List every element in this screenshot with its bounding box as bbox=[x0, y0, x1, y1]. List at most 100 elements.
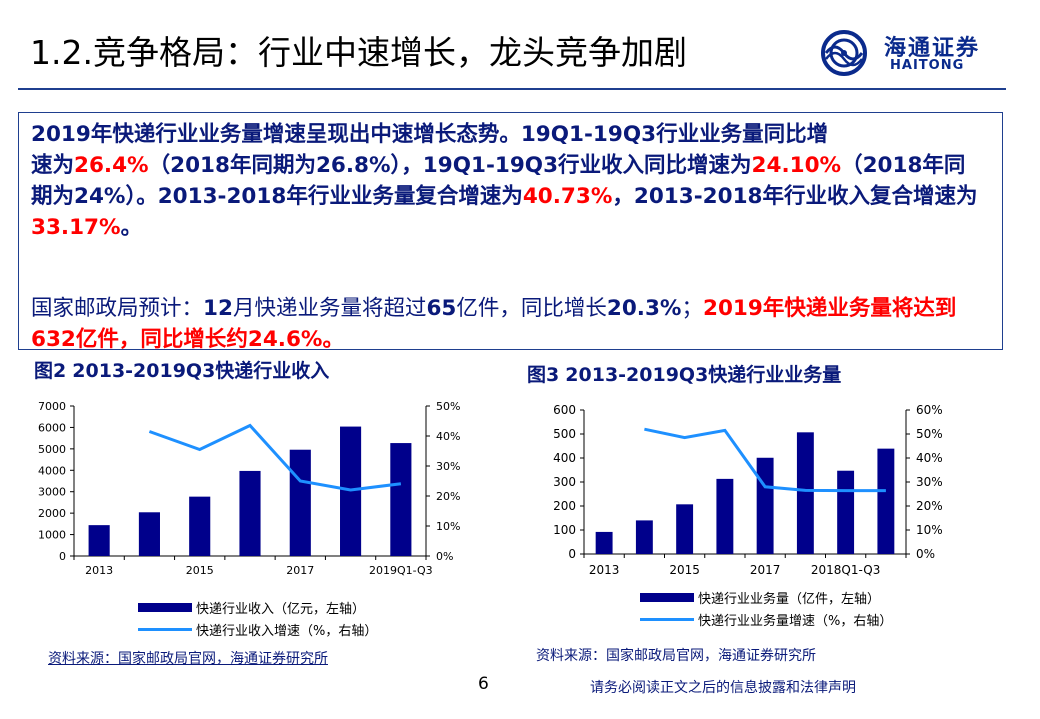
chart2-bar bbox=[716, 479, 733, 554]
chart2-left-tick-label: 100 bbox=[553, 523, 576, 537]
chart1-left-tick-label: 3000 bbox=[38, 486, 66, 499]
chart1-bar bbox=[89, 525, 110, 556]
legend-line-swatch bbox=[138, 628, 192, 631]
chart2-bar bbox=[596, 532, 613, 554]
summary-number: 20.3% bbox=[607, 296, 682, 321]
chart2-right-tick-label: 50% bbox=[916, 427, 943, 441]
chart2-legend-line: 快递行业业务量增速（%，右轴） bbox=[640, 608, 892, 630]
chart2-left-tick-label: 600 bbox=[553, 403, 576, 417]
highlight-value: 40.73% bbox=[523, 184, 613, 209]
chart2-legend-bar: 快递行业业务量（亿件，左轴） bbox=[640, 586, 892, 608]
legend-label: 快递行业收入增速（%，右轴） bbox=[196, 620, 377, 639]
summary-text: （2018年同期为26.8%），19Q1-19Q3行业收入同比增速为 bbox=[149, 153, 752, 178]
legend-label: 快递行业业务量增速（%，右轴） bbox=[698, 610, 892, 629]
chart1-left-tick-label: 4000 bbox=[38, 464, 66, 477]
legend-label: 快递行业收入（亿元，左轴） bbox=[196, 598, 365, 617]
page-number: 6 bbox=[478, 674, 489, 694]
chart1-legend: 快递行业收入（亿元，左轴） 快递行业收入增速（%，右轴） bbox=[138, 596, 377, 640]
chart2-right-tick-label: 20% bbox=[916, 499, 943, 513]
chart2-left-tick-label: 0 bbox=[568, 547, 576, 561]
chart1-right-tick-label: 0% bbox=[436, 550, 453, 563]
chart1-right-tick-label: 20% bbox=[436, 490, 460, 503]
chart1-title-text: 2013-2019Q3快递行业收入 bbox=[72, 360, 329, 382]
chart2-x-tick-label: 2015 bbox=[669, 563, 700, 577]
chart1-left-tick-label: 1000 bbox=[38, 529, 66, 542]
chart2-left-tick-label: 500 bbox=[553, 427, 576, 441]
chart2-left-tick-label: 200 bbox=[553, 499, 576, 513]
chart2-bar bbox=[636, 520, 653, 554]
chart1-bar bbox=[390, 443, 411, 556]
chart2-right-tick-label: 0% bbox=[916, 547, 935, 561]
chart2-left-tick-label: 300 bbox=[553, 475, 576, 489]
chart2-right-tick-label: 30% bbox=[916, 475, 943, 489]
chart1-revenue: 0 1000 2000 3000 4000 5000 6000 7000 0% 10% 20% 30%… bbox=[20, 392, 490, 592]
chart1-right-tick-label: 30% bbox=[436, 460, 460, 473]
haitong-logo: 海通证券 HAITONG bbox=[818, 28, 1008, 78]
summary-number: 12 bbox=[203, 296, 233, 321]
chart1-right-tick-label: 40% bbox=[436, 430, 460, 443]
chart2-bar bbox=[676, 504, 693, 554]
chart1-x-tick-label: 2015 bbox=[186, 564, 214, 577]
chart1-bar bbox=[139, 512, 160, 556]
chart2-bar bbox=[837, 471, 854, 554]
footer-disclaimer: 请务必阅读正文之后的信息披露和法律声明 bbox=[590, 677, 856, 697]
chart2-x-tick-label: 2017 bbox=[750, 563, 781, 577]
chart2-bar bbox=[877, 449, 894, 554]
haitong-emblem-icon bbox=[818, 28, 874, 78]
chart1-left-tick-label: 7000 bbox=[38, 400, 66, 413]
chart2-bar bbox=[797, 432, 814, 554]
chart1-bar bbox=[189, 497, 210, 556]
summary-paragraph-1: 2019年快递行业业务量增速呈现出中速增长态势。19Q1-19Q3行业业务量同比… bbox=[31, 119, 986, 243]
chart2-x-tick-label: 2018Q1-Q3 bbox=[811, 563, 880, 577]
chart1-x-tick-label: 2013 bbox=[85, 564, 113, 577]
chart1-legend-line: 快递行业收入增速（%，右轴） bbox=[138, 618, 377, 640]
summary-text: 国家邮政局预计： bbox=[31, 296, 203, 321]
page-title: 1.2.竞争格局：行业中速增长，龙头竞争加剧 bbox=[30, 26, 687, 74]
summary-box: 2019年快递行业业务量增速呈现出中速增长态势。19Q1-19Q3行业业务量同比… bbox=[18, 112, 1003, 350]
logo-english-text: HAITONG bbox=[890, 58, 964, 73]
chart2-bar bbox=[757, 458, 774, 554]
summary-paragraph-2: 国家邮政局预计：12月快递业务量将超过65亿件，同比增长20.3%；2019年快… bbox=[31, 293, 991, 355]
chart1-source: 资料来源：国家邮政局官网，海通证券研究所 bbox=[48, 648, 328, 668]
chart1-growth-line bbox=[149, 426, 401, 491]
chart1-left-tick-label: 6000 bbox=[38, 421, 66, 434]
chart1-bar bbox=[290, 450, 311, 556]
chart2-title: 图3 2013-2019Q3快递行业业务量 bbox=[527, 360, 841, 387]
chart1-bar bbox=[239, 471, 260, 556]
highlight-value: 33.17% bbox=[31, 215, 121, 240]
summary-text: 亿件，同比增长 bbox=[456, 296, 607, 321]
chart1-title: 图2 2013-2019Q3快递行业收入 bbox=[34, 356, 329, 383]
chart2-x-tick-label: 2013 bbox=[589, 563, 620, 577]
legend-bar-swatch bbox=[138, 603, 192, 612]
legend-bar-swatch bbox=[640, 593, 694, 602]
chart2-source: 资料来源：国家邮政局官网，海通证券研究所 bbox=[536, 645, 816, 665]
chart2-fig-label: 图3 bbox=[527, 364, 559, 386]
header-divider bbox=[18, 88, 1006, 90]
legend-line-swatch bbox=[640, 618, 694, 621]
summary-number: 65 bbox=[426, 296, 456, 321]
chart2-volume: 0 100 200 300 400 500 600 0% 10% 20% 30% 40% 50% 60% 2… bbox=[540, 396, 1010, 586]
chart2-right-tick-label: 40% bbox=[916, 451, 943, 465]
highlight-value: 24.10% bbox=[752, 153, 842, 178]
summary-text: ，2013-2018年行业收入复合增速为 bbox=[612, 184, 977, 209]
summary-text: 速为 bbox=[31, 153, 74, 178]
chart1-left-tick-label: 5000 bbox=[38, 443, 66, 456]
chart2-legend: 快递行业业务量（亿件，左轴） 快递行业业务量增速（%，右轴） bbox=[640, 586, 892, 630]
chart2-right-tick-label: 60% bbox=[916, 403, 943, 417]
chart1-right-tick-label: 10% bbox=[436, 520, 460, 533]
summary-text: ； bbox=[681, 296, 703, 321]
legend-label: 快递行业业务量（亿件，左轴） bbox=[698, 588, 880, 607]
chart1-left-tick-label: 2000 bbox=[38, 507, 66, 520]
chart1-x-tick-label: 2017 bbox=[286, 564, 314, 577]
chart1-right-tick-label: 50% bbox=[436, 400, 460, 413]
summary-text: 月快递业务量将超过 bbox=[233, 296, 427, 321]
chart1-x-tick-label: 2019Q1-Q3 bbox=[369, 564, 433, 577]
summary-text: 2019年快递行业业务量增速呈现出中速增长态势。19Q1-19Q3行业业务量同比… bbox=[31, 122, 828, 147]
chart1-legend-bar: 快递行业收入（亿元，左轴） bbox=[138, 596, 377, 618]
chart2-title-text: 2013-2019Q3快递行业业务量 bbox=[565, 364, 841, 386]
chart1-fig-label: 图2 bbox=[34, 360, 66, 382]
summary-text: 。 bbox=[121, 215, 143, 240]
highlight-value: 26.4% bbox=[74, 153, 149, 178]
chart1-left-tick-label: 0 bbox=[59, 550, 66, 563]
chart2-right-tick-label: 10% bbox=[916, 523, 943, 537]
